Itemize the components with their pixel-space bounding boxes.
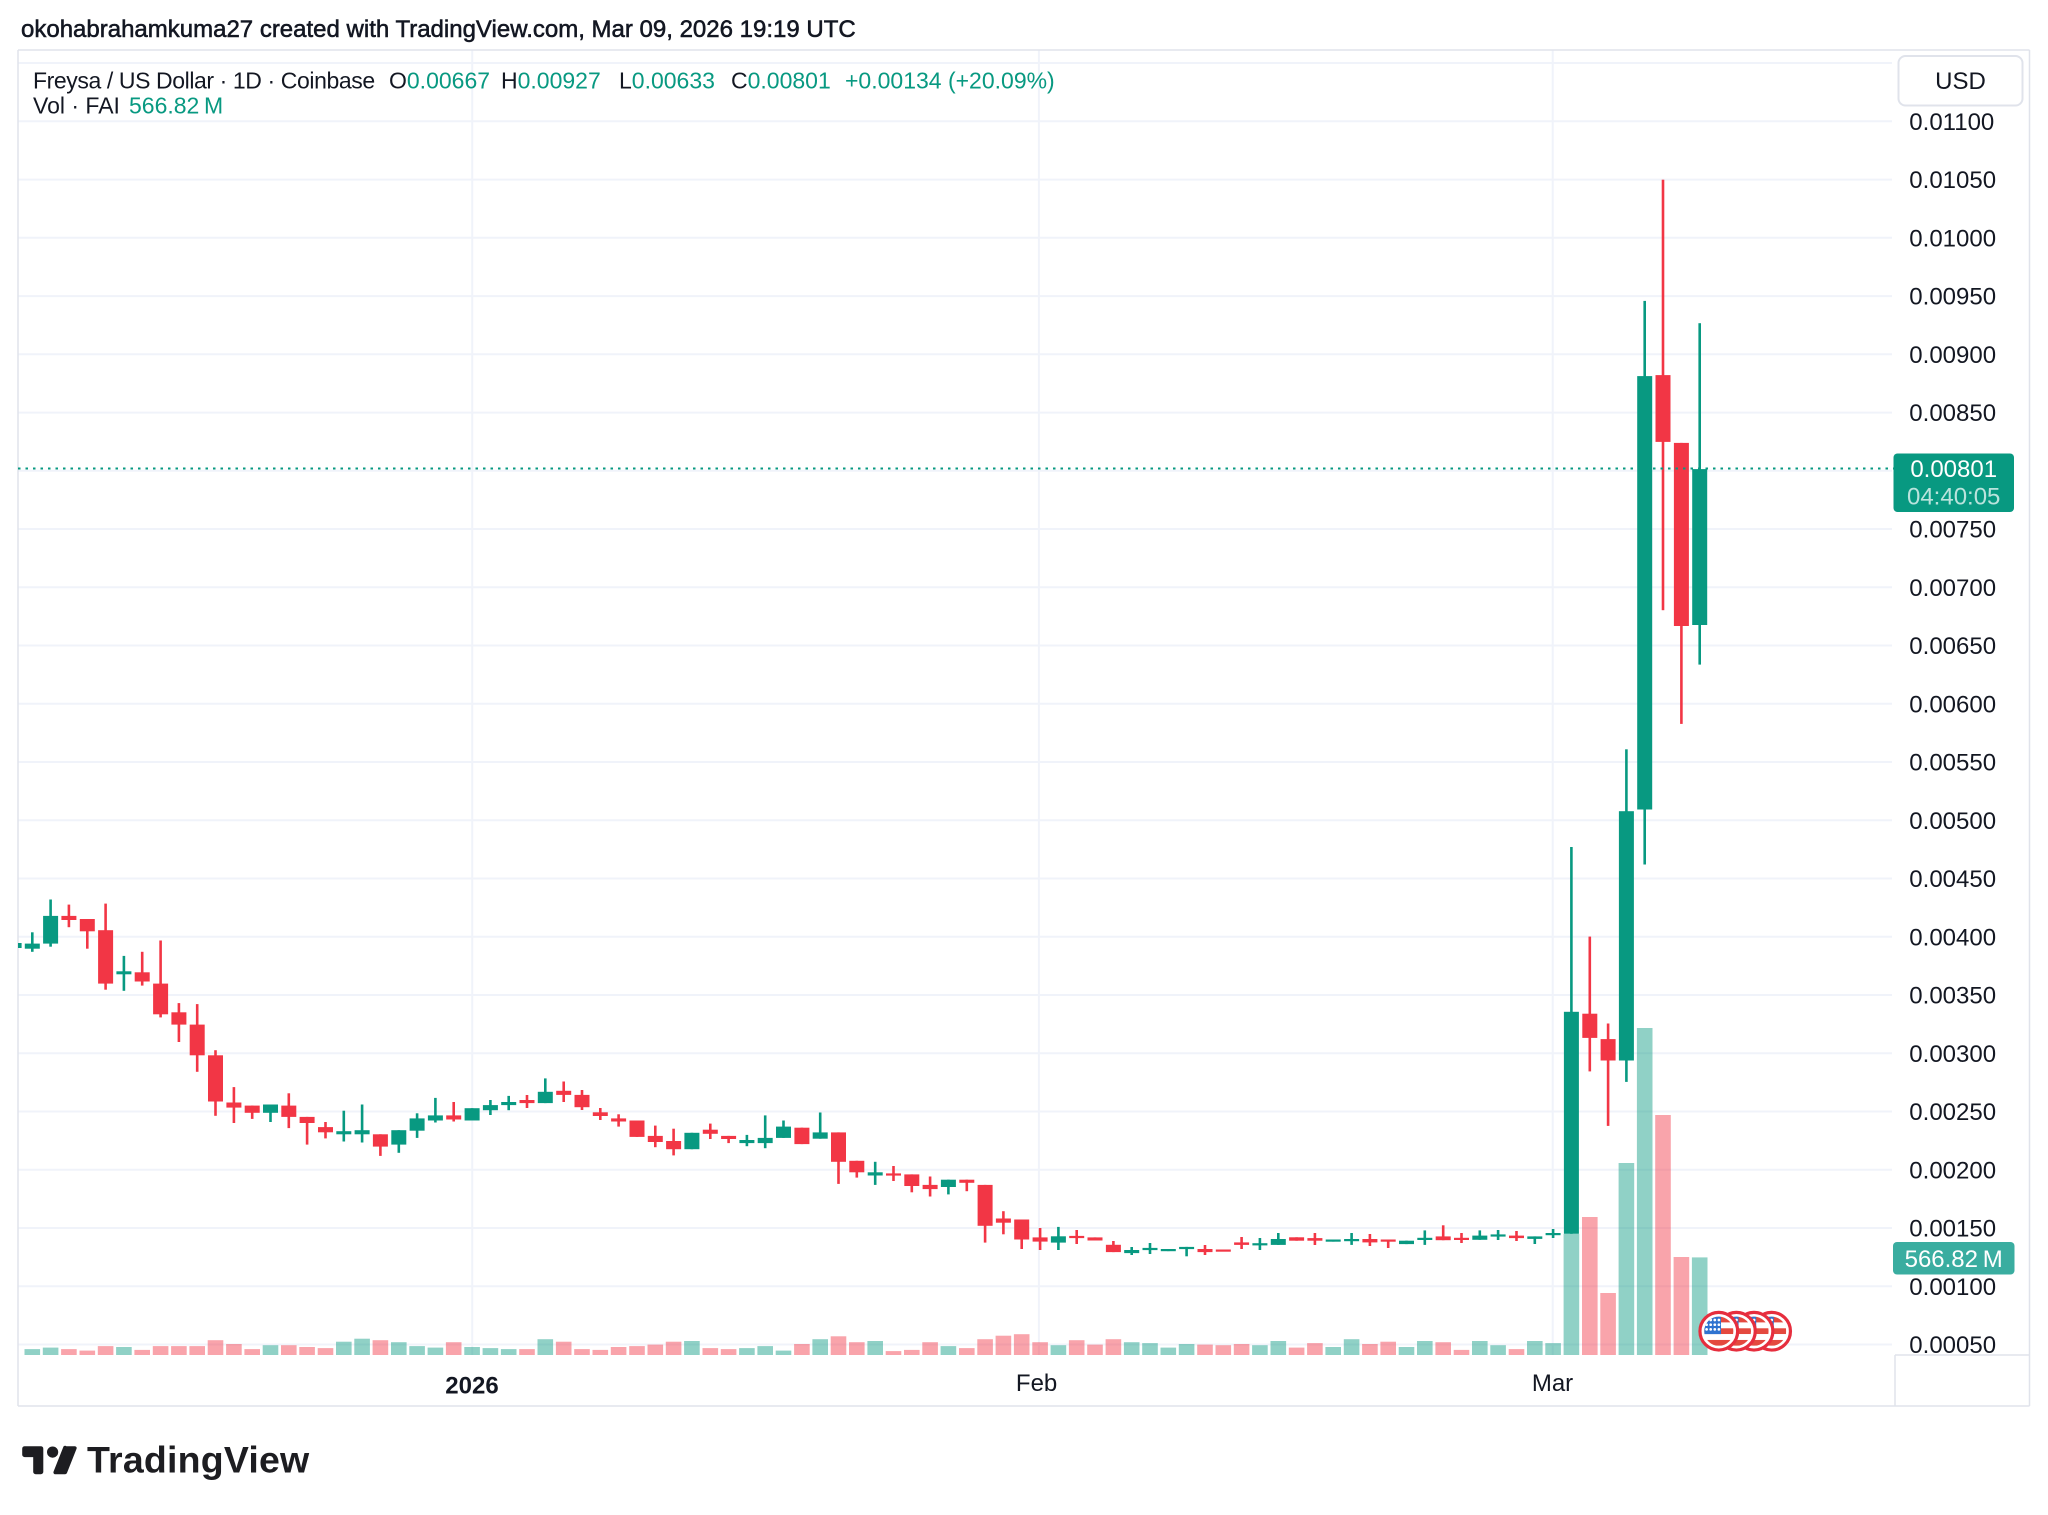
svg-text:0.00600: 0.00600 [1909,691,1996,718]
svg-text:Mar: Mar [1532,1370,1573,1397]
svg-text:okohabrahamkuma27 created with: okohabrahamkuma27 created with TradingVi… [21,16,856,43]
svg-text:0.00450: 0.00450 [1909,866,1996,893]
svg-text:0.00700: 0.00700 [1909,575,1996,602]
svg-text:0.00650: 0.00650 [1909,633,1996,660]
svg-text:0.00250: 0.00250 [1909,1099,1996,1126]
svg-text:0.01050: 0.01050 [1909,167,1996,194]
svg-text:2026: 2026 [445,1373,498,1400]
svg-text:0.00500: 0.00500 [1909,808,1996,835]
svg-text:0.00950: 0.00950 [1909,284,1996,311]
svg-text:0.00100: 0.00100 [1909,1274,1996,1301]
svg-text:0.00050: 0.00050 [1909,1332,1996,1359]
svg-text:566.82 M: 566.82 M [1905,1246,2003,1273]
svg-text:0.01100: 0.01100 [1909,109,1994,136]
svg-text:USD: USD [1935,68,1986,95]
svg-text:0.00300: 0.00300 [1909,1041,1996,1068]
svg-text:0.00850: 0.00850 [1909,400,1996,427]
svg-text:0.00750: 0.00750 [1909,517,1996,544]
svg-text:0.00801: 0.00801 [1910,456,1997,483]
svg-text:Feb: Feb [1016,1370,1057,1397]
svg-text:Freysa / US Dollar · 1D · Coin: Freysa / US Dollar · 1D · Coinbase O0.006… [33,68,1055,94]
svg-text:TradingView: TradingView [87,1439,310,1481]
svg-text:04:40:05: 04:40:05 [1907,484,2000,511]
svg-text:0.00350: 0.00350 [1909,983,1996,1010]
svg-text:0.00400: 0.00400 [1909,924,1996,951]
svg-text:0.00200: 0.00200 [1909,1157,1996,1184]
svg-text:0.00900: 0.00900 [1909,342,1996,369]
svg-text:0.00550: 0.00550 [1909,750,1996,777]
svg-text:0.00150: 0.00150 [1909,1216,1996,1243]
svg-text:0.01000: 0.01000 [1909,225,1996,252]
